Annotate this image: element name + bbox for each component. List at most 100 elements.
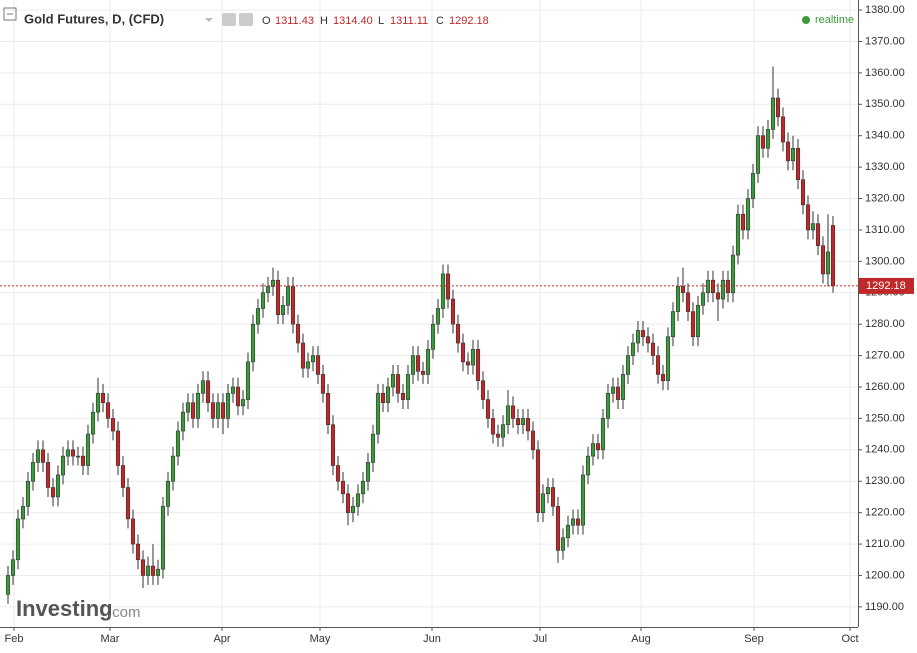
candle-body: [160, 506, 166, 570]
candle-body: [280, 305, 286, 316]
candle-body: [245, 361, 251, 400]
low-value: 1311.11: [390, 15, 428, 27]
candle-body: [495, 433, 501, 438]
x-tick-label: Jun: [423, 633, 441, 645]
candle-body: [455, 323, 461, 344]
candle-body: [535, 449, 541, 513]
candle-body: [275, 279, 281, 316]
settings-icon[interactable]: [239, 13, 253, 26]
close-label: C: [436, 15, 444, 27]
candle-body: [105, 402, 111, 419]
x-tick-label: May: [310, 633, 331, 645]
candle-body: [405, 374, 411, 400]
candle-body: [740, 213, 746, 231]
candle-body: [660, 374, 666, 382]
candle-body: [635, 330, 641, 344]
open-value: 1311.43: [275, 15, 314, 27]
candle-body: [720, 279, 726, 300]
candle-body: [165, 480, 171, 507]
candle-body: [305, 361, 311, 369]
candle-body: [370, 433, 376, 463]
candle-body: [195, 392, 201, 419]
collapse-icon[interactable]: [3, 7, 17, 21]
y-tick-label: 1260.00: [865, 381, 905, 393]
watermark-suffix: .com: [108, 604, 141, 621]
candle-body: [805, 204, 811, 231]
x-tick-label: Jul: [533, 633, 547, 645]
y-tick-label: 1340.00: [865, 130, 905, 142]
candle-body: [325, 392, 331, 426]
candle-body: [345, 493, 351, 513]
candle-body: [20, 506, 26, 520]
candle-body: [60, 455, 66, 476]
candle-body: [255, 308, 261, 325]
x-tick-label: Aug: [631, 633, 651, 645]
candle-body: [365, 462, 371, 482]
candle-body: [670, 311, 676, 338]
candle-body: [30, 462, 36, 482]
open-label: O: [262, 15, 271, 27]
y-tick-label: 1360.00: [865, 67, 905, 79]
y-tick-label: 1200.00: [865, 569, 905, 581]
candle-body: [755, 135, 761, 174]
candle-body: [625, 355, 631, 375]
candle-body: [400, 392, 406, 400]
y-tick-label: 1220.00: [865, 507, 905, 519]
candle-body: [220, 402, 226, 419]
candle-body: [310, 355, 316, 363]
candle-body: [445, 273, 451, 300]
candle-body: [810, 223, 816, 231]
candle-body: [655, 355, 661, 375]
dropdown-icon[interactable]: [205, 18, 213, 22]
candle-body: [710, 279, 716, 294]
candle-body: [475, 349, 481, 382]
candle-body: [10, 559, 16, 576]
candle-body: [15, 518, 21, 561]
candle-body: [730, 254, 736, 294]
candle-body: [230, 386, 236, 394]
candle-body: [580, 474, 586, 526]
candle-body: [645, 336, 651, 344]
candle-body: [585, 455, 591, 476]
candle-body: [390, 374, 396, 388]
candle-body: [680, 286, 686, 294]
candle-body: [440, 273, 446, 309]
candle-body: [120, 465, 126, 488]
last-price-box: [859, 277, 914, 294]
candle-body: [270, 279, 276, 287]
y-tick-label: 1190.00: [865, 601, 904, 613]
candle-body: [45, 462, 51, 488]
y-tick-label: 1330.00: [865, 161, 905, 173]
candle-body: [515, 418, 521, 426]
axes: 1190.00 1200.00 1210.00 1220.00 1230.00 1240.…: [0, 4, 914, 645]
candle-body: [180, 411, 186, 432]
candle-body: [425, 349, 431, 375]
candle-body: [380, 392, 386, 404]
candle-body: [335, 465, 341, 482]
candle-body: [530, 430, 536, 451]
candle-body: [735, 213, 741, 256]
candle-body: [375, 392, 381, 435]
candle-body: [150, 565, 156, 576]
candle-body: [675, 286, 681, 312]
y-tick-label: 1300.00: [865, 255, 905, 267]
candle-body: [170, 455, 176, 482]
candle-body: [200, 380, 206, 394]
candle-body: [700, 292, 706, 306]
last-price-label: 1292.18: [866, 280, 906, 292]
y-tick-label: 1350.00: [865, 98, 905, 110]
candle-body: [115, 430, 121, 466]
candle-body: [110, 418, 116, 432]
candle-body: [490, 418, 496, 435]
candle-body: [560, 537, 566, 551]
candle-body: [65, 449, 71, 457]
candle-body: [605, 392, 611, 419]
low-label: L: [378, 15, 384, 27]
candle-body: [410, 355, 416, 375]
candle-body: [765, 129, 771, 149]
candle-body: [780, 116, 786, 143]
candle-body: [55, 474, 61, 498]
candle-body: [130, 518, 136, 545]
eye-icon[interactable]: [222, 13, 236, 26]
